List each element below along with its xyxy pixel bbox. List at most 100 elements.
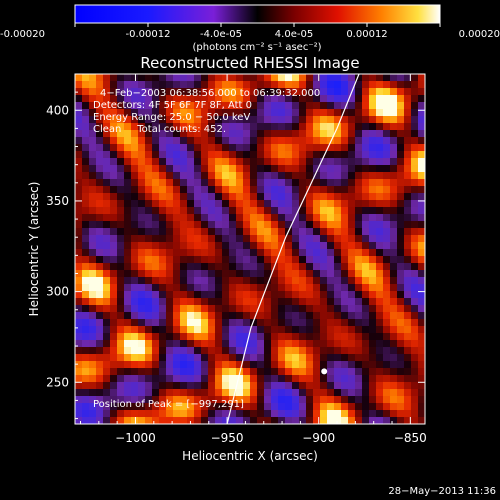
- heatmap-cell: [208, 270, 216, 278]
- heatmap-cell: [313, 158, 321, 166]
- heatmap-cell: [418, 123, 425, 131]
- heatmap-cell: [201, 403, 209, 411]
- heatmap-cell: [124, 333, 132, 341]
- heatmap-cell: [334, 340, 342, 348]
- heatmap-cell: [327, 88, 335, 96]
- heatmap-cell: [145, 305, 153, 313]
- heatmap-cell: [390, 116, 398, 124]
- heatmap-cell: [180, 242, 188, 250]
- heatmap-cell: [383, 340, 391, 348]
- heatmap-cell: [117, 417, 125, 424]
- heatmap-cell: [292, 347, 300, 355]
- heatmap-cell: [194, 375, 202, 383]
- heatmap-cell: [110, 95, 118, 103]
- heatmap-cell: [89, 193, 97, 201]
- heatmap-cell: [187, 242, 195, 250]
- heatmap-cell: [362, 277, 370, 285]
- heatmap-cell: [103, 396, 111, 404]
- heatmap-cell: [257, 109, 265, 117]
- heatmap-cell: [334, 151, 342, 159]
- heatmap-cell: [173, 368, 181, 376]
- heatmap-cell: [383, 298, 391, 306]
- heatmap-cell: [404, 291, 412, 299]
- heatmap-cell: [180, 305, 188, 313]
- heatmap-cell: [306, 200, 314, 208]
- heatmap-cell: [117, 214, 125, 222]
- heatmap-cell: [166, 214, 174, 222]
- heatmap-cell: [180, 151, 188, 159]
- heatmap-cell: [222, 116, 230, 124]
- annotation-peak-position: Position of Peak = [−997,291]: [93, 399, 244, 410]
- heatmap-cell: [271, 151, 279, 159]
- heatmap-cell: [152, 270, 160, 278]
- heatmap-cell: [215, 375, 223, 383]
- heatmap-cell: [173, 417, 181, 424]
- heatmap-cell: [138, 228, 146, 236]
- heatmap-cell: [418, 326, 425, 334]
- heatmap-cell: [117, 319, 125, 327]
- heatmap-cell: [299, 396, 307, 404]
- heatmap-cell: [110, 165, 118, 173]
- heatmap-cell: [194, 249, 202, 257]
- heatmap-cell: [341, 123, 349, 131]
- heatmap-cell: [383, 305, 391, 313]
- heatmap-cell: [215, 396, 223, 404]
- heatmap-cell: [299, 123, 307, 131]
- heatmap-cell: [187, 389, 195, 397]
- heatmap-cell: [327, 291, 335, 299]
- heatmap-cell: [397, 95, 405, 103]
- heatmap-cell: [131, 88, 139, 96]
- heatmap-cell: [103, 382, 111, 390]
- heatmap-cell: [376, 88, 384, 96]
- heatmap-cell: [215, 123, 223, 131]
- heatmap-cell: [117, 81, 125, 89]
- heatmap-cell: [355, 221, 363, 229]
- heatmap-cell: [201, 410, 209, 418]
- heatmap-cell: [341, 200, 349, 208]
- heatmap-cell: [348, 375, 356, 383]
- heatmap-cell: [390, 165, 398, 173]
- heatmap-cell: [271, 326, 279, 334]
- heatmap-cell: [306, 291, 314, 299]
- heatmap-cell: [208, 305, 216, 313]
- heatmap-cell: [201, 249, 209, 257]
- heatmap-cell: [124, 326, 132, 334]
- heatmap-cell: [299, 417, 307, 424]
- heatmap-cell: [334, 158, 342, 166]
- heatmap-cell: [313, 410, 321, 418]
- heatmap-cell: [250, 200, 258, 208]
- heatmap-cell: [320, 389, 328, 397]
- heatmap-cell: [418, 242, 425, 250]
- heatmap-cell: [257, 158, 265, 166]
- heatmap-cell: [82, 347, 90, 355]
- heatmap-cell: [369, 410, 377, 418]
- heatmap-cell: [292, 130, 300, 138]
- heatmap-cell: [404, 312, 412, 320]
- heatmap-cell: [334, 95, 342, 103]
- heatmap-cell: [110, 347, 118, 355]
- heatmap-cell: [313, 95, 321, 103]
- heatmap-cell: [355, 137, 363, 145]
- heatmap-cell: [201, 116, 209, 124]
- heatmap-cell: [201, 284, 209, 292]
- heatmap-cell: [404, 186, 412, 194]
- heatmap-cell: [229, 340, 237, 348]
- heatmap-cell: [82, 256, 90, 264]
- heatmap-cell: [299, 116, 307, 124]
- heatmap-cell: [383, 417, 391, 424]
- heatmap-cell: [159, 410, 167, 418]
- heatmap-cell: [89, 81, 97, 89]
- heatmap-cell: [194, 172, 202, 180]
- heatmap-cell: [96, 396, 104, 404]
- heatmap-cell: [320, 186, 328, 194]
- heatmap-cell: [362, 207, 370, 215]
- heatmap-cell: [110, 179, 118, 187]
- heatmap-cell: [278, 354, 286, 362]
- heatmap-cell: [299, 249, 307, 257]
- heatmap-cell: [404, 354, 412, 362]
- heatmap-cell: [243, 277, 251, 285]
- y-tick-label: 300: [46, 285, 69, 299]
- heatmap-cell: [131, 277, 139, 285]
- heatmap-cell: [418, 333, 425, 341]
- heatmap-cell: [257, 389, 265, 397]
